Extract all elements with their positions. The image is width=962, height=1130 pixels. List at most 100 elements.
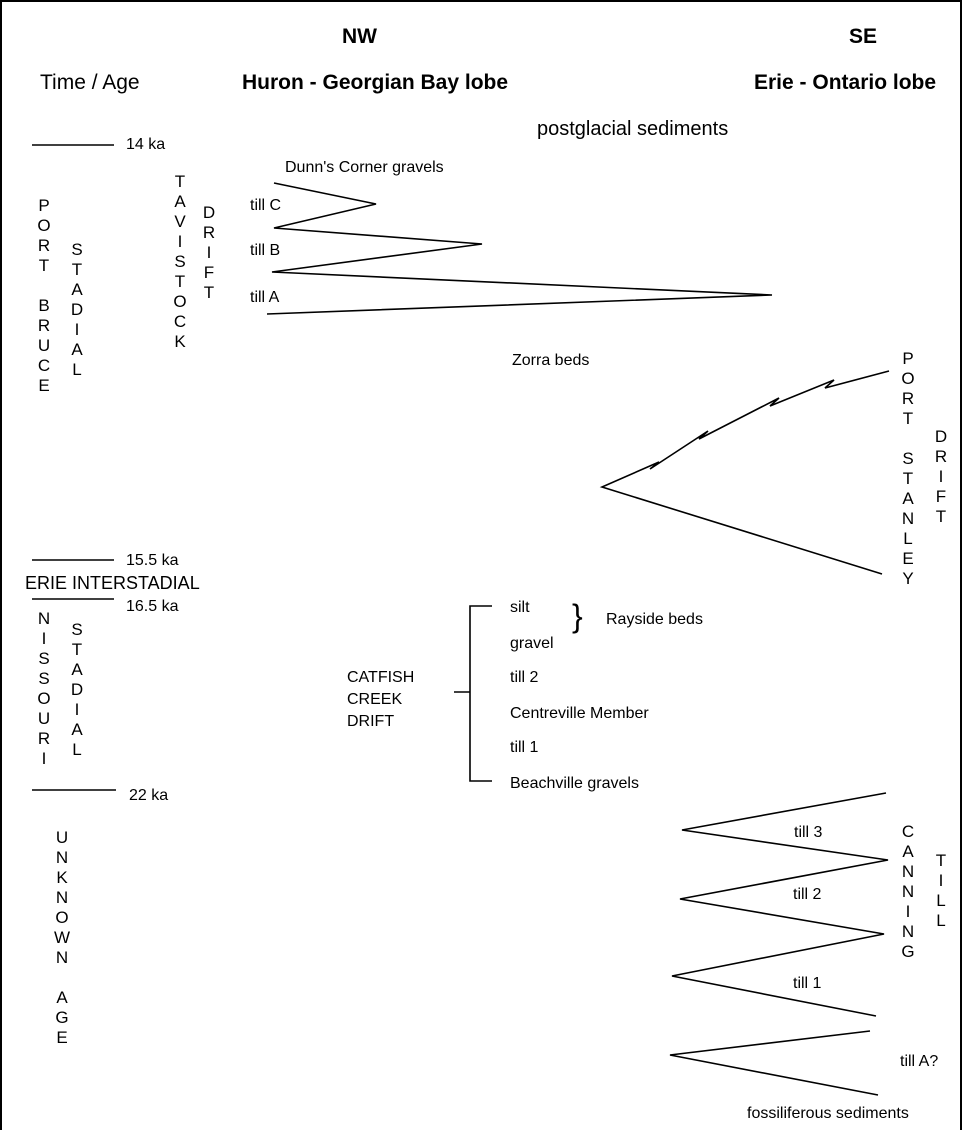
header-huron-georgian-bay-lobe: Huron - Georgian Bay lobe xyxy=(242,71,509,94)
vertical-letter: O xyxy=(901,369,915,388)
silt-label: silt xyxy=(510,599,530,616)
erie-interstadial-label: ERIE INTERSTADIAL xyxy=(25,573,200,593)
vertical-letter: L xyxy=(72,360,82,379)
vertical-letter: L xyxy=(936,911,946,930)
vertical-letter: N xyxy=(901,922,915,941)
vertical-letter: D xyxy=(70,680,84,699)
vertical-letter: W xyxy=(54,928,71,947)
age-14ka: 14 ka xyxy=(126,136,166,153)
vertical-letter: I xyxy=(177,232,183,251)
catfish-creek-bracket xyxy=(454,605,492,782)
vertical-letter: R xyxy=(37,236,51,255)
vertical-letter: T xyxy=(174,172,186,191)
vertical-letter: L xyxy=(903,529,913,548)
vertical-letter: A xyxy=(71,720,83,739)
vertical-letter: U xyxy=(55,828,69,847)
canning-till-2-label: till 2 xyxy=(793,886,822,903)
vertical-letter xyxy=(900,429,916,449)
till-b-label: till B xyxy=(250,242,281,259)
gravel-label: gravel xyxy=(510,635,554,652)
vertical-letter: R xyxy=(37,729,51,748)
vertical-letter: L xyxy=(72,740,82,759)
vertical-letter: A xyxy=(902,842,914,861)
vertical-letter: R xyxy=(202,223,216,242)
vertical-letter: A xyxy=(902,489,914,508)
vertical-letter: C xyxy=(37,356,51,375)
vertical-letter: S xyxy=(38,669,50,688)
vertical-letter: S xyxy=(902,449,914,468)
vertical-letter: K xyxy=(56,868,68,887)
catfish-line-3: DRIFT xyxy=(347,713,395,730)
vertical-letter: S xyxy=(71,620,83,639)
centreville-member-label: Centreville Member xyxy=(510,705,649,722)
vertical-letter: O xyxy=(55,908,69,927)
vertical-letter: A xyxy=(71,340,83,359)
vertical-letter: Y xyxy=(902,569,914,588)
till-a-question-label: till A? xyxy=(900,1053,939,1070)
vertical-letter: U xyxy=(37,336,51,355)
vertical-letter: I xyxy=(74,320,80,339)
till-a-label: till A xyxy=(250,289,280,306)
age-15-5ka: 15.5 ka xyxy=(126,552,179,569)
header-se: SE xyxy=(849,25,878,48)
port-stanley-zigzag xyxy=(599,370,890,575)
canning-till-3-label: till 3 xyxy=(794,824,823,841)
catfish-creek-drift-label: CATFISH CREEK DRIFT xyxy=(347,667,414,733)
vertical-letter: R xyxy=(934,447,948,466)
vertical-letter: S xyxy=(174,252,186,271)
dunns-corner-gravels-label: Dunn's Corner gravels xyxy=(285,159,444,176)
vertical-letter: R xyxy=(37,316,51,335)
vertical-letter: I xyxy=(938,467,944,486)
vertical-letter: E xyxy=(56,1028,68,1047)
vertical-letter: I xyxy=(41,749,47,768)
vertical-letter: O xyxy=(37,216,51,235)
zorra-beds-label: Zorra beds xyxy=(512,352,590,369)
canning-zigzag xyxy=(671,792,889,1017)
vertical-letter: N xyxy=(55,848,69,867)
vertical-letter: V xyxy=(174,212,186,231)
vertical-letter: T xyxy=(935,507,947,526)
header-time-age: Time / Age xyxy=(40,71,140,94)
vertical-letter: T xyxy=(203,283,215,302)
vertical-letter: R xyxy=(901,389,915,408)
till-c-label: till C xyxy=(250,197,282,214)
catfish-line-2: CREEK xyxy=(347,691,403,708)
vertical-letter: T xyxy=(935,851,947,870)
tavistock-zigzag xyxy=(266,182,773,315)
vertical-letter: G xyxy=(901,942,915,961)
rayside-brace: } xyxy=(572,598,583,634)
vertical-letter: G xyxy=(55,1008,69,1027)
catfish-line-1: CATFISH xyxy=(347,669,415,686)
vertical-letter: N xyxy=(37,609,51,628)
vertical-letter: T xyxy=(902,409,914,428)
vertical-letter: I xyxy=(206,243,212,262)
vertical-letter: T xyxy=(71,640,83,659)
vertical-letter: N xyxy=(901,882,915,901)
vertical-letter: L xyxy=(936,891,946,910)
age-22ka: 22 ka xyxy=(129,787,169,804)
vertical-letter: A xyxy=(174,192,186,211)
rayside-beds-label: Rayside beds xyxy=(606,611,703,628)
vertical-letter: C xyxy=(173,312,187,331)
vertical-letter: F xyxy=(935,487,947,506)
vertical-letter: N xyxy=(55,888,69,907)
vertical-letter xyxy=(54,968,70,988)
vertical-letter: F xyxy=(203,263,215,282)
vertical-letter: A xyxy=(71,280,83,299)
beachville-gravels-label: Beachville gravels xyxy=(510,775,639,792)
vertical-letter: I xyxy=(41,629,47,648)
vertical-letter: O xyxy=(173,292,187,311)
vertical-letter: C xyxy=(901,822,915,841)
vertical-letter: N xyxy=(901,509,915,528)
vertical-letter: S xyxy=(38,649,50,668)
vertical-letter: U xyxy=(37,709,51,728)
